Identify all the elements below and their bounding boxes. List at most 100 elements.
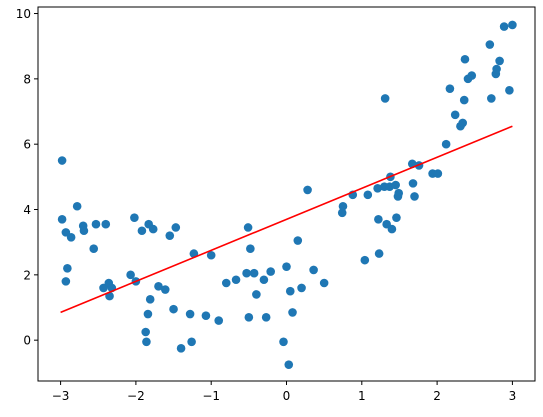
scatter-point bbox=[101, 219, 111, 229]
scatter-point bbox=[206, 250, 216, 260]
scatter-point bbox=[79, 226, 89, 236]
y-tick-label: 6 bbox=[23, 138, 31, 152]
scatter-point bbox=[72, 201, 82, 211]
scatter-point bbox=[57, 156, 67, 165]
scatter-point bbox=[441, 139, 451, 149]
scatter-point bbox=[450, 110, 460, 120]
scatter-point bbox=[499, 22, 509, 31]
scatter-point bbox=[187, 337, 196, 347]
scatter-point bbox=[408, 179, 418, 188]
scatter-point bbox=[185, 309, 195, 319]
scatter-point bbox=[380, 94, 390, 103]
scatter-point bbox=[279, 337, 288, 347]
scatter-point bbox=[495, 56, 504, 66]
y-axis-ticks: 0 2 4 6 8 10 bbox=[16, 7, 38, 348]
y-tick-label: 10 bbox=[16, 7, 31, 21]
scatter-point bbox=[360, 255, 370, 265]
scatter-point bbox=[142, 337, 151, 347]
regression-line bbox=[60, 125, 513, 314]
scatter-point bbox=[259, 275, 269, 285]
scatter-point bbox=[445, 84, 455, 93]
scatter-point bbox=[505, 85, 514, 95]
y-tick-label: 0 bbox=[23, 334, 31, 348]
scatter-point bbox=[309, 265, 318, 275]
scatter-point bbox=[145, 295, 155, 304]
scatter-point bbox=[165, 231, 175, 240]
scatter-point bbox=[171, 223, 181, 232]
scatter-point bbox=[460, 54, 470, 64]
x-tick-label: 1 bbox=[358, 389, 366, 403]
regression-line-group bbox=[60, 125, 513, 314]
scatter-point bbox=[297, 283, 306, 293]
scatter-point bbox=[391, 180, 400, 190]
scatter-point bbox=[61, 277, 71, 286]
scatter-point bbox=[231, 275, 241, 285]
scatter-points bbox=[57, 20, 517, 369]
scatter-point bbox=[148, 224, 158, 234]
x-tick-label: −3 bbox=[52, 389, 70, 403]
scatter-point bbox=[374, 215, 383, 224]
scatter-point bbox=[249, 268, 259, 278]
scatter-point bbox=[459, 95, 469, 105]
scatter-point bbox=[261, 313, 271, 322]
scatter-point bbox=[141, 327, 150, 337]
scatter-point bbox=[57, 215, 67, 224]
scatter-point bbox=[363, 190, 373, 200]
scatter-point bbox=[387, 224, 397, 234]
scatter-point bbox=[392, 213, 401, 222]
plot-frame bbox=[37, 6, 536, 382]
scatter-point bbox=[242, 268, 251, 278]
scatter-point bbox=[492, 64, 501, 74]
y-tick-label: 4 bbox=[23, 203, 31, 217]
scatter-point bbox=[201, 311, 211, 320]
scatter-point bbox=[169, 304, 178, 314]
scatter-point bbox=[91, 219, 101, 229]
scatter-point bbox=[63, 264, 72, 273]
y-tick-label: 8 bbox=[23, 72, 31, 86]
scatter-point bbox=[285, 286, 295, 296]
scatter-point bbox=[214, 316, 224, 325]
scatter-point bbox=[338, 201, 348, 211]
y-tick-label: 2 bbox=[23, 268, 31, 282]
x-tick-label: −1 bbox=[202, 389, 220, 403]
scatter-point bbox=[410, 192, 419, 201]
x-axis-ticks: −3 −2 −1 0 1 2 3 bbox=[52, 381, 516, 403]
scatter-point bbox=[221, 278, 231, 288]
scatter-point bbox=[319, 278, 329, 288]
scatter-point bbox=[293, 236, 303, 245]
scatter-point bbox=[143, 309, 153, 319]
scatter-point bbox=[284, 360, 294, 369]
scatter-point bbox=[508, 20, 517, 30]
scatter-point bbox=[246, 244, 255, 254]
scatter-point bbox=[373, 183, 382, 193]
x-tick-label: 3 bbox=[509, 389, 517, 403]
scatter-point bbox=[433, 169, 443, 178]
scatter-point bbox=[266, 267, 275, 276]
scatter-point bbox=[243, 223, 253, 232]
x-tick-label: 2 bbox=[433, 389, 441, 403]
scatter-point bbox=[252, 290, 261, 299]
scatter-point bbox=[137, 226, 147, 236]
scatter-point bbox=[467, 71, 477, 80]
scatter-point bbox=[288, 308, 297, 317]
scatter-point bbox=[487, 94, 496, 103]
scatter-point bbox=[126, 270, 135, 280]
scatter-point bbox=[374, 249, 384, 258]
scatter-point bbox=[154, 281, 163, 291]
scatter-point bbox=[337, 208, 347, 218]
scatter-point bbox=[394, 188, 404, 198]
scatter-point bbox=[458, 118, 468, 128]
scatter-point bbox=[89, 244, 99, 254]
scatter-point bbox=[282, 262, 291, 271]
scatter-point bbox=[244, 313, 254, 322]
x-tick-label: −2 bbox=[127, 389, 145, 403]
x-tick-label: 0 bbox=[283, 389, 291, 403]
scatter-point bbox=[176, 344, 186, 353]
scatter-point bbox=[160, 285, 170, 294]
scatter-point bbox=[485, 40, 495, 49]
scatter-point bbox=[66, 232, 76, 242]
scatter-point bbox=[303, 185, 312, 195]
scatter-point bbox=[130, 213, 139, 222]
